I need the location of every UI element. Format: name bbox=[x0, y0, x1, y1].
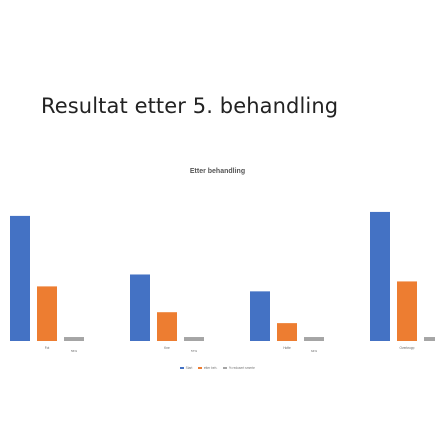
category-label: Overkropp bbox=[400, 346, 415, 350]
legend-label: Start bbox=[185, 366, 193, 370]
legend-swatch bbox=[180, 367, 185, 370]
bar-overkropp-series-0 bbox=[370, 211, 390, 341]
percent-label: 56% bbox=[71, 349, 77, 353]
slide-title: Resultat etter 5. behandling bbox=[41, 94, 339, 118]
bar-kne-series-0 bbox=[130, 274, 150, 341]
bar-hofte-series-0 bbox=[250, 291, 270, 341]
category-label: Hofte bbox=[283, 346, 291, 350]
chart-legend: Start etter beh. % redusert smerte bbox=[0, 366, 435, 370]
legend-swatch bbox=[223, 367, 228, 370]
bar-fot-series-2 bbox=[64, 337, 84, 341]
legend-label: % redusert smerte bbox=[228, 366, 255, 370]
bar-kne-series-2 bbox=[184, 337, 204, 341]
legend-item: % redusert smerte bbox=[223, 366, 255, 370]
chart-title: Etter behandling bbox=[189, 168, 246, 175]
legend-item: etter beh. bbox=[198, 366, 217, 370]
legend-label: etter beh. bbox=[203, 366, 218, 370]
bar-overkropp-series-1 bbox=[397, 281, 417, 341]
percent-label: 64% bbox=[311, 349, 317, 353]
bar-fot-series-1 bbox=[37, 286, 57, 341]
bar-overkropp-series-2 bbox=[424, 337, 435, 341]
legend-item: Start bbox=[180, 366, 192, 370]
bar-fot-series-0 bbox=[10, 215, 30, 341]
category-label: Kne bbox=[164, 346, 170, 350]
percent-label: 57% bbox=[191, 349, 197, 353]
category-label: Fot bbox=[45, 346, 50, 350]
bar-hofte-series-1 bbox=[277, 323, 297, 341]
bar-hofte-series-2 bbox=[304, 337, 324, 341]
bar-kne-series-1 bbox=[157, 312, 177, 341]
legend-swatch bbox=[198, 367, 203, 370]
